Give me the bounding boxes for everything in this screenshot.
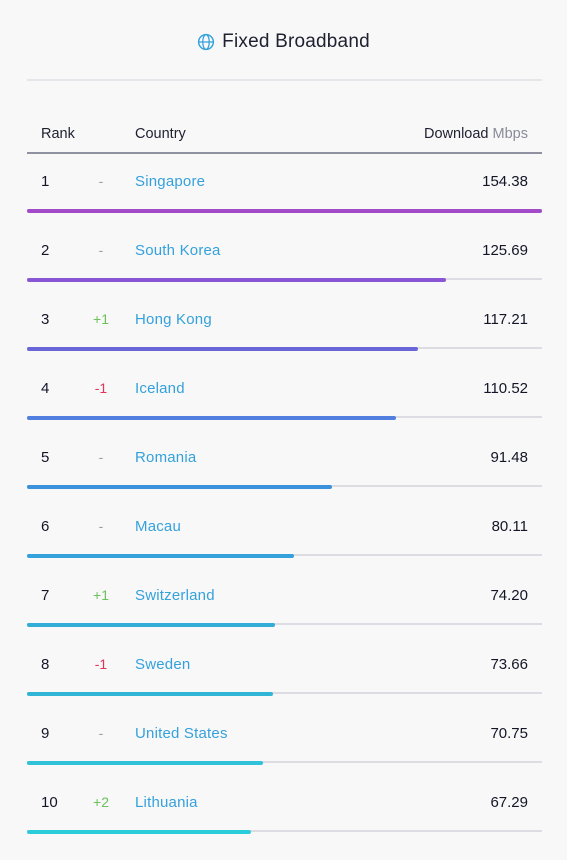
table-row: 6 - Macau 80.11 <box>27 499 542 568</box>
download-value: 91.48 <box>490 449 528 466</box>
country-link[interactable]: Sweden <box>135 656 191 673</box>
table-row: 3 +1 Hong Kong 117.21 <box>27 292 542 361</box>
table-row: 8 -1 Sweden 73.66 <box>27 637 542 706</box>
table-row: 1 - Singapore 154.38 <box>27 154 542 223</box>
rank-change: - <box>98 173 104 189</box>
rank-change: - <box>98 725 104 741</box>
download-value: 125.69 <box>482 242 528 259</box>
row-divider <box>27 830 542 832</box>
rank-value: 7 <box>41 587 50 604</box>
rank-value: 8 <box>41 656 50 673</box>
rank-change: - <box>98 242 104 258</box>
speed-bar <box>27 830 252 834</box>
country-link[interactable]: Singapore <box>135 173 206 190</box>
rank-change: +2 <box>93 794 109 810</box>
country-link[interactable]: Lithuania <box>135 794 198 811</box>
title-divider <box>27 79 542 81</box>
rank-value: 4 <box>41 380 50 397</box>
header-divider <box>27 152 542 154</box>
rank-value: 2 <box>41 242 50 259</box>
speed-bar <box>27 692 273 696</box>
row-divider <box>27 761 542 763</box>
table-row: 2 - South Korea 125.69 <box>27 223 542 292</box>
speed-bar <box>27 623 275 627</box>
download-column-header: Download Mbps <box>424 126 528 142</box>
rank-change: +1 <box>93 587 109 603</box>
rank-value: 1 <box>41 173 50 190</box>
globe-icon <box>198 33 215 51</box>
chart-title-text: Fixed Broadband <box>222 31 370 52</box>
country-link[interactable]: United States <box>135 725 228 742</box>
speed-bar <box>27 416 396 420</box>
table-row: 9 - United States 70.75 <box>27 706 542 775</box>
table-row: 7 +1 Switzerland 74.20 <box>27 568 542 637</box>
rank-change: +1 <box>93 311 109 327</box>
unit-label: Mbps <box>492 126 528 142</box>
rank-value: 9 <box>41 725 50 742</box>
country-link[interactable]: Hong Kong <box>135 311 212 328</box>
country-link[interactable]: Romania <box>135 449 197 466</box>
download-value: 110.52 <box>483 380 528 397</box>
rank-change: -1 <box>94 380 108 396</box>
download-value: 73.66 <box>490 656 528 673</box>
rank-value: 6 <box>41 518 50 535</box>
download-value: 74.20 <box>490 587 528 604</box>
rank-change: - <box>98 518 104 534</box>
speed-bar <box>27 347 418 351</box>
table-row: 4 -1 Iceland 110.52 <box>27 361 542 430</box>
ranking-list: 1 - Singapore 154.38 2 - South Korea 125.69 3 +1 H… <box>27 154 542 844</box>
download-label: Download <box>424 126 489 142</box>
speed-bar <box>27 761 264 765</box>
rank-value: 5 <box>41 449 50 466</box>
country-link[interactable]: South Korea <box>135 242 221 259</box>
rank-value: 3 <box>41 311 50 328</box>
table-row: 10 +2 Lithuania 67.29 <box>27 775 542 844</box>
chart-title: Fixed Broadband <box>0 28 567 56</box>
download-value: 67.29 <box>490 794 528 811</box>
table-row: 5 - Romania 91.48 <box>27 430 542 499</box>
country-link[interactable]: Switzerland <box>135 587 215 604</box>
speed-bar <box>27 209 542 213</box>
country-link[interactable]: Iceland <box>135 380 185 397</box>
country-link[interactable]: Macau <box>135 518 182 535</box>
row-divider <box>27 692 542 694</box>
rank-change: -1 <box>94 656 108 672</box>
download-value: 117.21 <box>483 311 528 328</box>
rank-change: - <box>98 449 104 465</box>
speed-bar <box>27 554 295 558</box>
rank-value: 10 <box>41 794 58 811</box>
download-value: 80.11 <box>491 518 528 535</box>
speed-bar <box>27 485 333 489</box>
speed-bar <box>27 278 447 282</box>
download-value: 70.75 <box>490 725 528 742</box>
country-column-header: Country <box>135 126 186 142</box>
table-header: Rank Country Download Mbps <box>27 118 542 152</box>
rank-column-header: Rank <box>41 126 75 142</box>
row-divider <box>27 623 542 625</box>
download-value: 154.38 <box>482 173 528 190</box>
